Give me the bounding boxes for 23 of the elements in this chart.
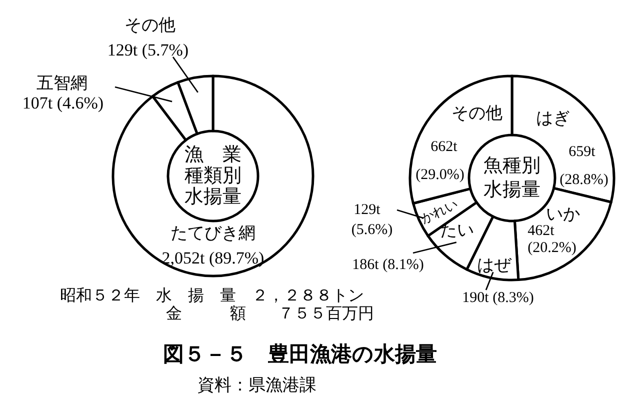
slice-label: いか: [546, 204, 580, 224]
slice-label: その他: [452, 104, 502, 122]
data-label: 2,052t (89.7%): [162, 248, 264, 268]
slice-label: たてびき網: [170, 224, 256, 242]
text: 魚種別水揚量: [484, 156, 540, 200]
slice-label: 五智網: [36, 74, 88, 92]
data-label: 129t (5.6%): [351, 202, 393, 238]
text: 金 額 ７５５百万円: [166, 304, 374, 322]
data-label: 186t (8.1%): [352, 257, 424, 273]
data-label: 659t (28.8%): [560, 144, 608, 188]
slice-label: はぜ: [477, 256, 512, 274]
data-label: 190t (8.3%): [462, 290, 534, 306]
text: 漁業種類別水揚量: [184, 144, 242, 208]
slice-label: はぎ: [536, 108, 570, 128]
data-label: 107t (4.6%): [22, 94, 104, 112]
text: 図５－５ 豊田漁港の水揚量: [163, 342, 437, 366]
data-label: 662t (29.0%): [416, 139, 464, 183]
data-label: 462t (20.2%): [528, 223, 576, 256]
slice-label: その他: [124, 16, 176, 34]
text: 資料：県漁港課: [198, 376, 316, 394]
data-label: 129t (5.7%): [107, 40, 189, 60]
text: 昭和５２年 水 揚 量 ２，２８８トン: [60, 286, 364, 304]
donut-slice: [112, 74, 314, 278]
